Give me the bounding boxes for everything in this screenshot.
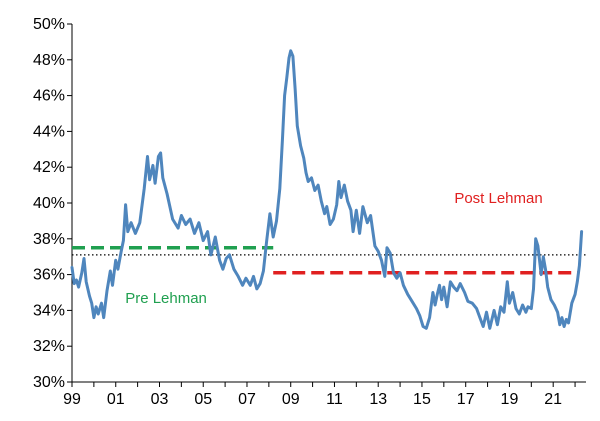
x-tick-label: 11 [326, 391, 343, 408]
x-tick-label: 01 [107, 391, 125, 408]
series-layer [70, 49, 584, 330]
y-tick-label: 38% [33, 231, 65, 248]
x-tick-label: 15 [413, 391, 431, 408]
y-tick-label: 44% [33, 123, 65, 140]
post-lehman-label: Post Lehman [454, 190, 542, 207]
y-tick-label: 42% [33, 159, 65, 176]
y-tick-label: 48% [33, 52, 65, 69]
x-tick-label: 19 [501, 391, 519, 408]
x-tick-label: 07 [238, 391, 256, 408]
x-tick-label: 09 [282, 391, 300, 408]
reference-lines [72, 246, 586, 275]
x-axis: 99 01 03 05 07 09 11 13 15 17 19 21 [63, 381, 586, 408]
series-line [70, 49, 584, 330]
y-tick-label: 30% [33, 374, 65, 391]
y-tick-label: 32% [33, 338, 65, 355]
y-tick-label: 46% [33, 88, 65, 105]
y-tick-label: 40% [33, 195, 65, 212]
y-axis: 30% 32% 34% 36% 38% 40% 42% 44% 46% 48% 50% [33, 16, 73, 391]
x-tick-label: 05 [194, 391, 212, 408]
x-tick-label: 99 [63, 391, 81, 408]
y-tick-label: 36% [33, 267, 65, 284]
pre-lehman-label: Pre Lehman [125, 290, 207, 307]
x-tick-label: 13 [369, 391, 387, 408]
x-tick-label: 03 [151, 391, 169, 408]
y-tick-label: 34% [33, 302, 65, 319]
y-tick-label: 50% [33, 16, 65, 33]
x-tick-label: 17 [457, 391, 475, 408]
x-tick-label: 21 [544, 391, 562, 408]
